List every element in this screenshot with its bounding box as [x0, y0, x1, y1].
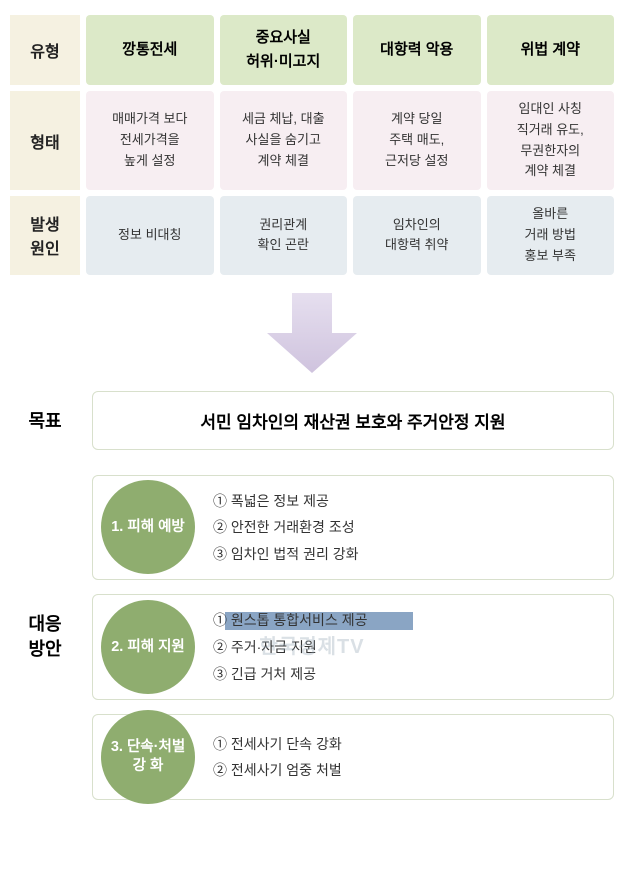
cause-0: 정보 비대칭 [86, 196, 214, 274]
response-item-0: 1. 피해 예방 ① 폭넓은 정보 제공② 안전한 거래환경 조성③ 임차인 법적… [92, 475, 614, 581]
response-item-1: 2. 피해 지원 ① 원스톱 통합서비스 제공② 주거·자금 지원③ 긴급 거처 … [92, 594, 614, 700]
row-label-type: 유형 [10, 15, 80, 85]
response-bullet-2-1: ② 전세사기 엄중 처벌 [213, 757, 603, 784]
flow-arrow [10, 275, 614, 391]
goal-section: 목표 서민 임차인의 재산권 보호와 주거안정 지원 [10, 391, 614, 450]
response-circle-0: 1. 피해 예방 [101, 480, 195, 574]
response-bullet-1-0: ① 원스톱 통합서비스 제공 [213, 607, 603, 634]
response-circle-1: 2. 피해 지원 [101, 600, 195, 694]
cause-3: 올바른거래 방법홍보 부족 [487, 196, 615, 274]
response-bullet-1-2: ③ 긴급 거처 제공 [213, 661, 603, 688]
cause-1: 권리관계확인 곤란 [220, 196, 348, 274]
response-circle-2: 3. 단속·처벌강 화 [101, 710, 195, 804]
response-stack: 1. 피해 예방 ① 폭넓은 정보 제공② 안전한 거래환경 조성③ 임차인 법적… [92, 475, 614, 801]
hdr-1: 중요사실허위·미고지 [220, 15, 348, 85]
down-arrow-icon [257, 293, 367, 373]
hdr-2: 대항력 악용 [353, 15, 481, 85]
response-bullet-1-1: ② 주거·자금 지원 [213, 634, 603, 661]
hdr-3: 위법 계약 [487, 15, 615, 85]
goal-label: 목표 [10, 407, 80, 433]
row-cause: 발생원인 정보 비대칭 권리관계확인 곤란 임차인의대항력 취약 올바른거래 방… [10, 196, 614, 274]
response-bullet-2-0: ① 전세사기 단속 강화 [213, 731, 603, 758]
response-section: 대응방안 1. 피해 예방 ① 폭넓은 정보 제공② 안전한 거래환경 조성③ 임… [10, 475, 614, 801]
form-3: 임대인 사칭직거래 유도,무권한자의계약 체결 [487, 91, 615, 190]
row-form: 형태 매매가격 보다전세가격을높게 설정 세금 체납, 대출사실을 숨기고계약 … [10, 91, 614, 190]
classification-table: 유형 깡통전세 중요사실허위·미고지 대항력 악용 위법 계약 형태 매매가격 … [10, 15, 614, 275]
form-1: 세금 체납, 대출사실을 숨기고계약 체결 [220, 91, 348, 190]
response-label: 대응방안 [10, 612, 80, 662]
response-item-2: 3. 단속·처벌강 화① 전세사기 단속 강화② 전세사기 엄중 처벌 [92, 714, 614, 800]
row-label-cause: 발생원인 [10, 196, 80, 274]
row-label-form: 형태 [10, 91, 80, 190]
response-bullet-0-0: ① 폭넓은 정보 제공 [213, 488, 603, 515]
response-bullet-0-1: ② 안전한 거래환경 조성 [213, 514, 603, 541]
response-bullet-0-2: ③ 임차인 법적 권리 강화 [213, 541, 603, 568]
cause-2: 임차인의대항력 취약 [353, 196, 481, 274]
row-type: 유형 깡통전세 중요사실허위·미고지 대항력 악용 위법 계약 [10, 15, 614, 85]
form-0: 매매가격 보다전세가격을높게 설정 [86, 91, 214, 190]
form-2: 계약 당일주택 매도,근저당 설정 [353, 91, 481, 190]
hdr-0: 깡통전세 [86, 15, 214, 85]
goal-text: 서민 임차인의 재산권 보호와 주거안정 지원 [92, 391, 614, 450]
